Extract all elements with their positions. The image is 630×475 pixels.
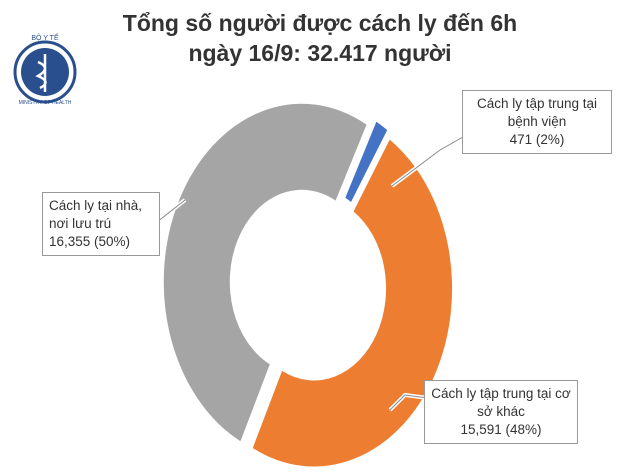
leader-line	[156, 199, 186, 223]
data-label: Cách ly tại nhà, nơi lưu trú 16,355 (50%…	[42, 192, 160, 256]
logo-symbol	[35, 54, 47, 92]
data-label: Cách ly tập trung tại bệnh viện 471 (2%)	[462, 90, 612, 154]
category-label: Cách ly tại nhà, nơi lưu trú	[49, 198, 143, 231]
value-label: 16,355 (50%)	[49, 234, 131, 249]
value-label: 471 (2%)	[509, 132, 565, 147]
value-label: 15,591 (48%)	[460, 422, 542, 437]
category-label: Cách ly tập trung tại cơ sở khác	[431, 386, 571, 419]
leader-line	[391, 132, 471, 187]
category-label: Cách ly tập trung tại bệnh viện	[476, 96, 598, 129]
logo-top-text: BỘ Y TẾ	[31, 32, 59, 42]
donut-slice	[252, 139, 453, 467]
chart-title: Tổng số người được cách ly đến 6h ngày 1…	[122, 10, 518, 66]
donut-slice	[163, 103, 367, 442]
donut-slice	[345, 121, 388, 203]
logo: BỘ Y TẾ MINISTRY OF HEALTH	[13, 32, 77, 106]
logo-bottom-text: MINISTRY OF HEALTH	[19, 100, 72, 106]
leader-line	[389, 394, 429, 411]
data-label: Cách ly tập trung tại cơ sở khác 15,591 …	[424, 380, 578, 444]
